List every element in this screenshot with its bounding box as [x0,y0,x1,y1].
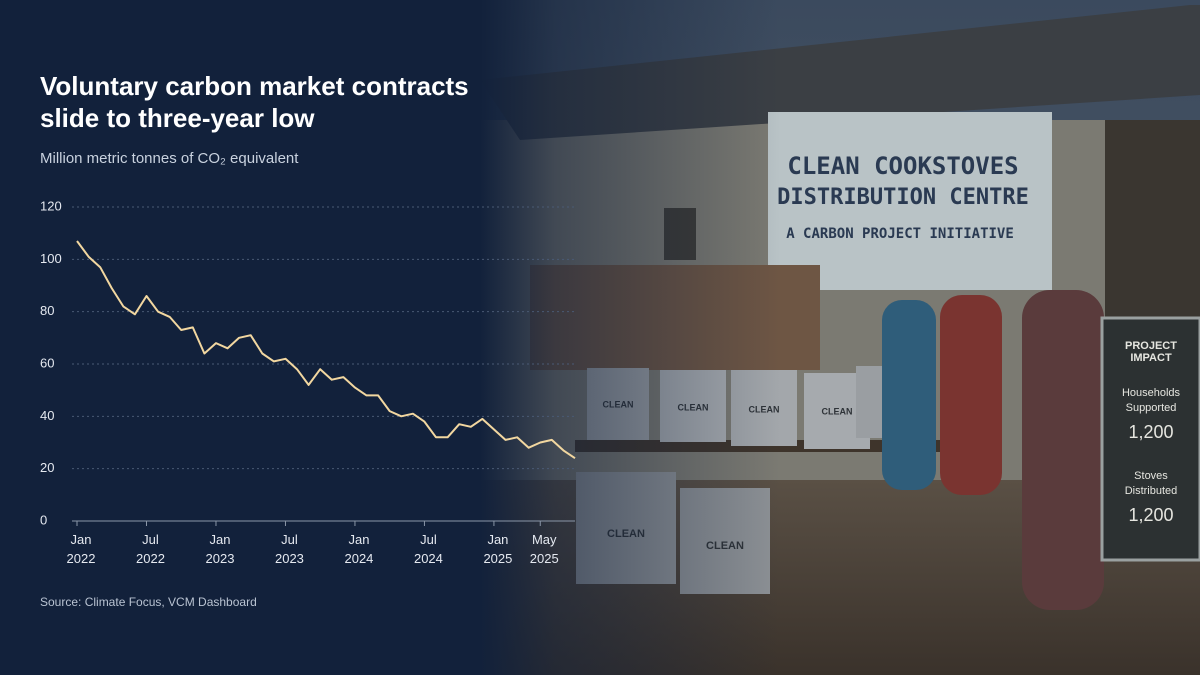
board-label: Stoves Distributed [1124,470,1178,497]
y-tick-label: 20 [40,460,54,475]
y-tick-label: 80 [40,303,54,318]
x-tick-label: Jul 2022 [136,532,165,566]
y-tick-label: 60 [40,355,54,370]
x-tick-label: Jan 2023 [205,532,235,566]
x-tick-label: Jan 2022 [66,532,96,566]
person [940,295,1002,495]
board-label: Households Supported [1121,387,1181,414]
y-tick-label: 0 [40,512,47,527]
sign-text: A CARBON PROJECT INITIATIVE [786,226,1014,242]
impact-board [1100,316,1200,562]
board-value: 1,200 [1128,422,1174,442]
x-tick-label: Jan 2025 [483,532,513,566]
x-tick-label: Jul 2023 [274,532,304,566]
photo-fade [480,0,780,675]
y-tick-label: 120 [40,198,62,213]
people [882,290,1104,610]
photo: CLEAN COOKSTOVES DISTRIBUTION CENTRE A C… [480,0,1200,675]
sign-board [768,112,1052,290]
sign-text: CLEAN COOKSTOVES [787,152,1018,180]
chart-title: Voluntary carbon market contracts slide … [40,71,469,133]
board-title: PROJECT IMPACT [1125,340,1177,364]
y-tick-label: 40 [40,408,54,423]
impact-board-text: PROJECT IMPACT Households Supported 1,20… [1104,340,1198,526]
x-tick-label: Jul 2024 [413,532,443,566]
doorway [1105,120,1200,320]
x-tick-label: May 2025 [529,532,559,566]
chart-subtitle: Million metric tonnes of CO₂ equivalent [40,150,299,167]
sign-text: DISTRIBUTION CENTRE [777,185,1029,210]
x-tick-label: Jan 2024 [344,532,374,566]
person [1022,290,1104,610]
stove-label: CLEAN [822,406,853,416]
y-tick-label: 100 [40,251,62,266]
person [882,300,936,490]
data-line [76,240,576,460]
board-value: 1,200 [1128,505,1174,525]
source-note: Source: Climate Focus, VCM Dashboard [40,595,257,609]
